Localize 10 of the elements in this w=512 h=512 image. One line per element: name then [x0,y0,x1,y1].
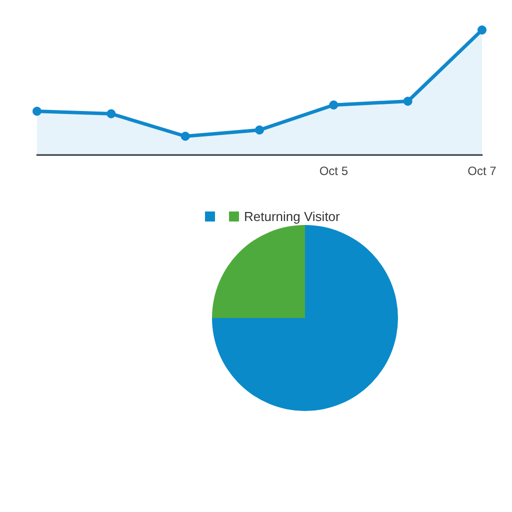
legend-label: Returning Visitor [244,209,341,224]
point [329,100,338,110]
x-tick-label: Oct 5 [319,164,348,178]
point [255,126,264,134]
point [106,109,116,118]
x-tick-label: Oct 7 [468,164,497,178]
point [180,132,190,141]
point [478,26,486,34]
point [32,106,42,116]
point [403,96,412,106]
